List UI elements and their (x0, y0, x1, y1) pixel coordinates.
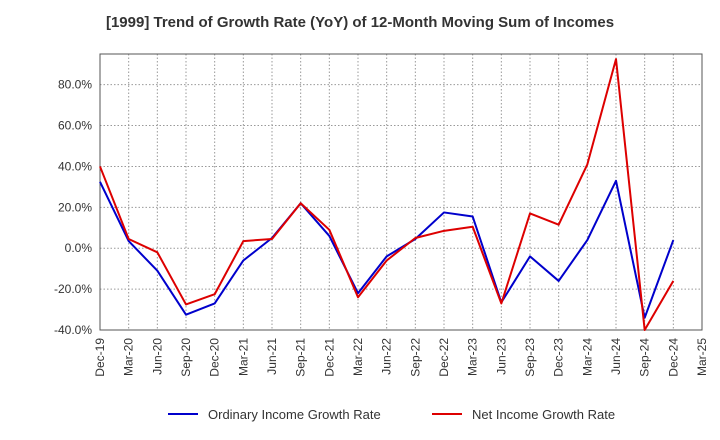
series-lines (99, 58, 675, 331)
x-tick-label: Mar-25 (695, 338, 709, 376)
series-line-1 (99, 179, 675, 319)
plot-border (99, 53, 703, 331)
axes (99, 53, 703, 331)
x-tick-label: Dec-22 (437, 338, 451, 377)
x-tick-label: Jun-24 (609, 338, 623, 375)
y-tick-label: 0.0% (65, 241, 93, 255)
x-tick-label: Jun-22 (380, 338, 394, 375)
legend-label-2: Net Income Growth Rate (472, 407, 615, 422)
plot-area (100, 54, 702, 330)
x-tick-label: Mar-22 (351, 338, 365, 376)
x-tick-label: Dec-24 (666, 338, 680, 377)
legend: Ordinary Income Growth Rate Net Income Gr… (168, 407, 615, 422)
x-tick-labels: Dec-19 Mar-20 Jun-20 Sep-20 Dec-20 Mar-21 Jun-… (93, 338, 709, 377)
x-tick-label: Sep-21 (294, 338, 308, 377)
x-tick-label: Mar-20 (122, 338, 136, 376)
x-tick-label: Sep-23 (523, 338, 537, 377)
x-tick-label: Dec-21 (322, 338, 336, 377)
chart-title: [1999] Trend of Growth Rate (YoY) of 12-… (105, 14, 615, 31)
x-tick-label: Sep-22 (408, 338, 422, 377)
x-tick-label: Jun-20 (150, 338, 164, 375)
x-tick-label: Sep-20 (179, 338, 193, 377)
x-tick-label: Sep-24 (638, 338, 652, 377)
y-tick-labels: -40.0% -20.0% 0.0% 20.0% 40.0% 60.0% 80.0% (54, 78, 92, 337)
legend-label-1: Ordinary Income Growth Rate (208, 407, 381, 422)
y-tick-label: 60.0% (58, 119, 92, 133)
x-tick-label: Mar-21 (236, 338, 250, 376)
y-tick-label: -20.0% (54, 282, 92, 296)
x-tick-label: Mar-23 (466, 338, 480, 376)
series-line-2 (99, 58, 675, 331)
x-tick-label: Jun-21 (265, 338, 279, 375)
x-tick-label: Dec-20 (208, 338, 222, 377)
x-tick-label: Dec-23 (552, 338, 566, 377)
y-tick-label: 80.0% (58, 78, 92, 92)
y-tick-label: 20.0% (58, 200, 92, 214)
x-tick-label: Mar-24 (580, 338, 594, 376)
y-tick-label: -40.0% (54, 323, 92, 337)
x-tick-label: Jun-23 (494, 338, 508, 375)
y-tick-label: 40.0% (58, 159, 92, 173)
x-tick-label: Dec-19 (93, 338, 107, 377)
